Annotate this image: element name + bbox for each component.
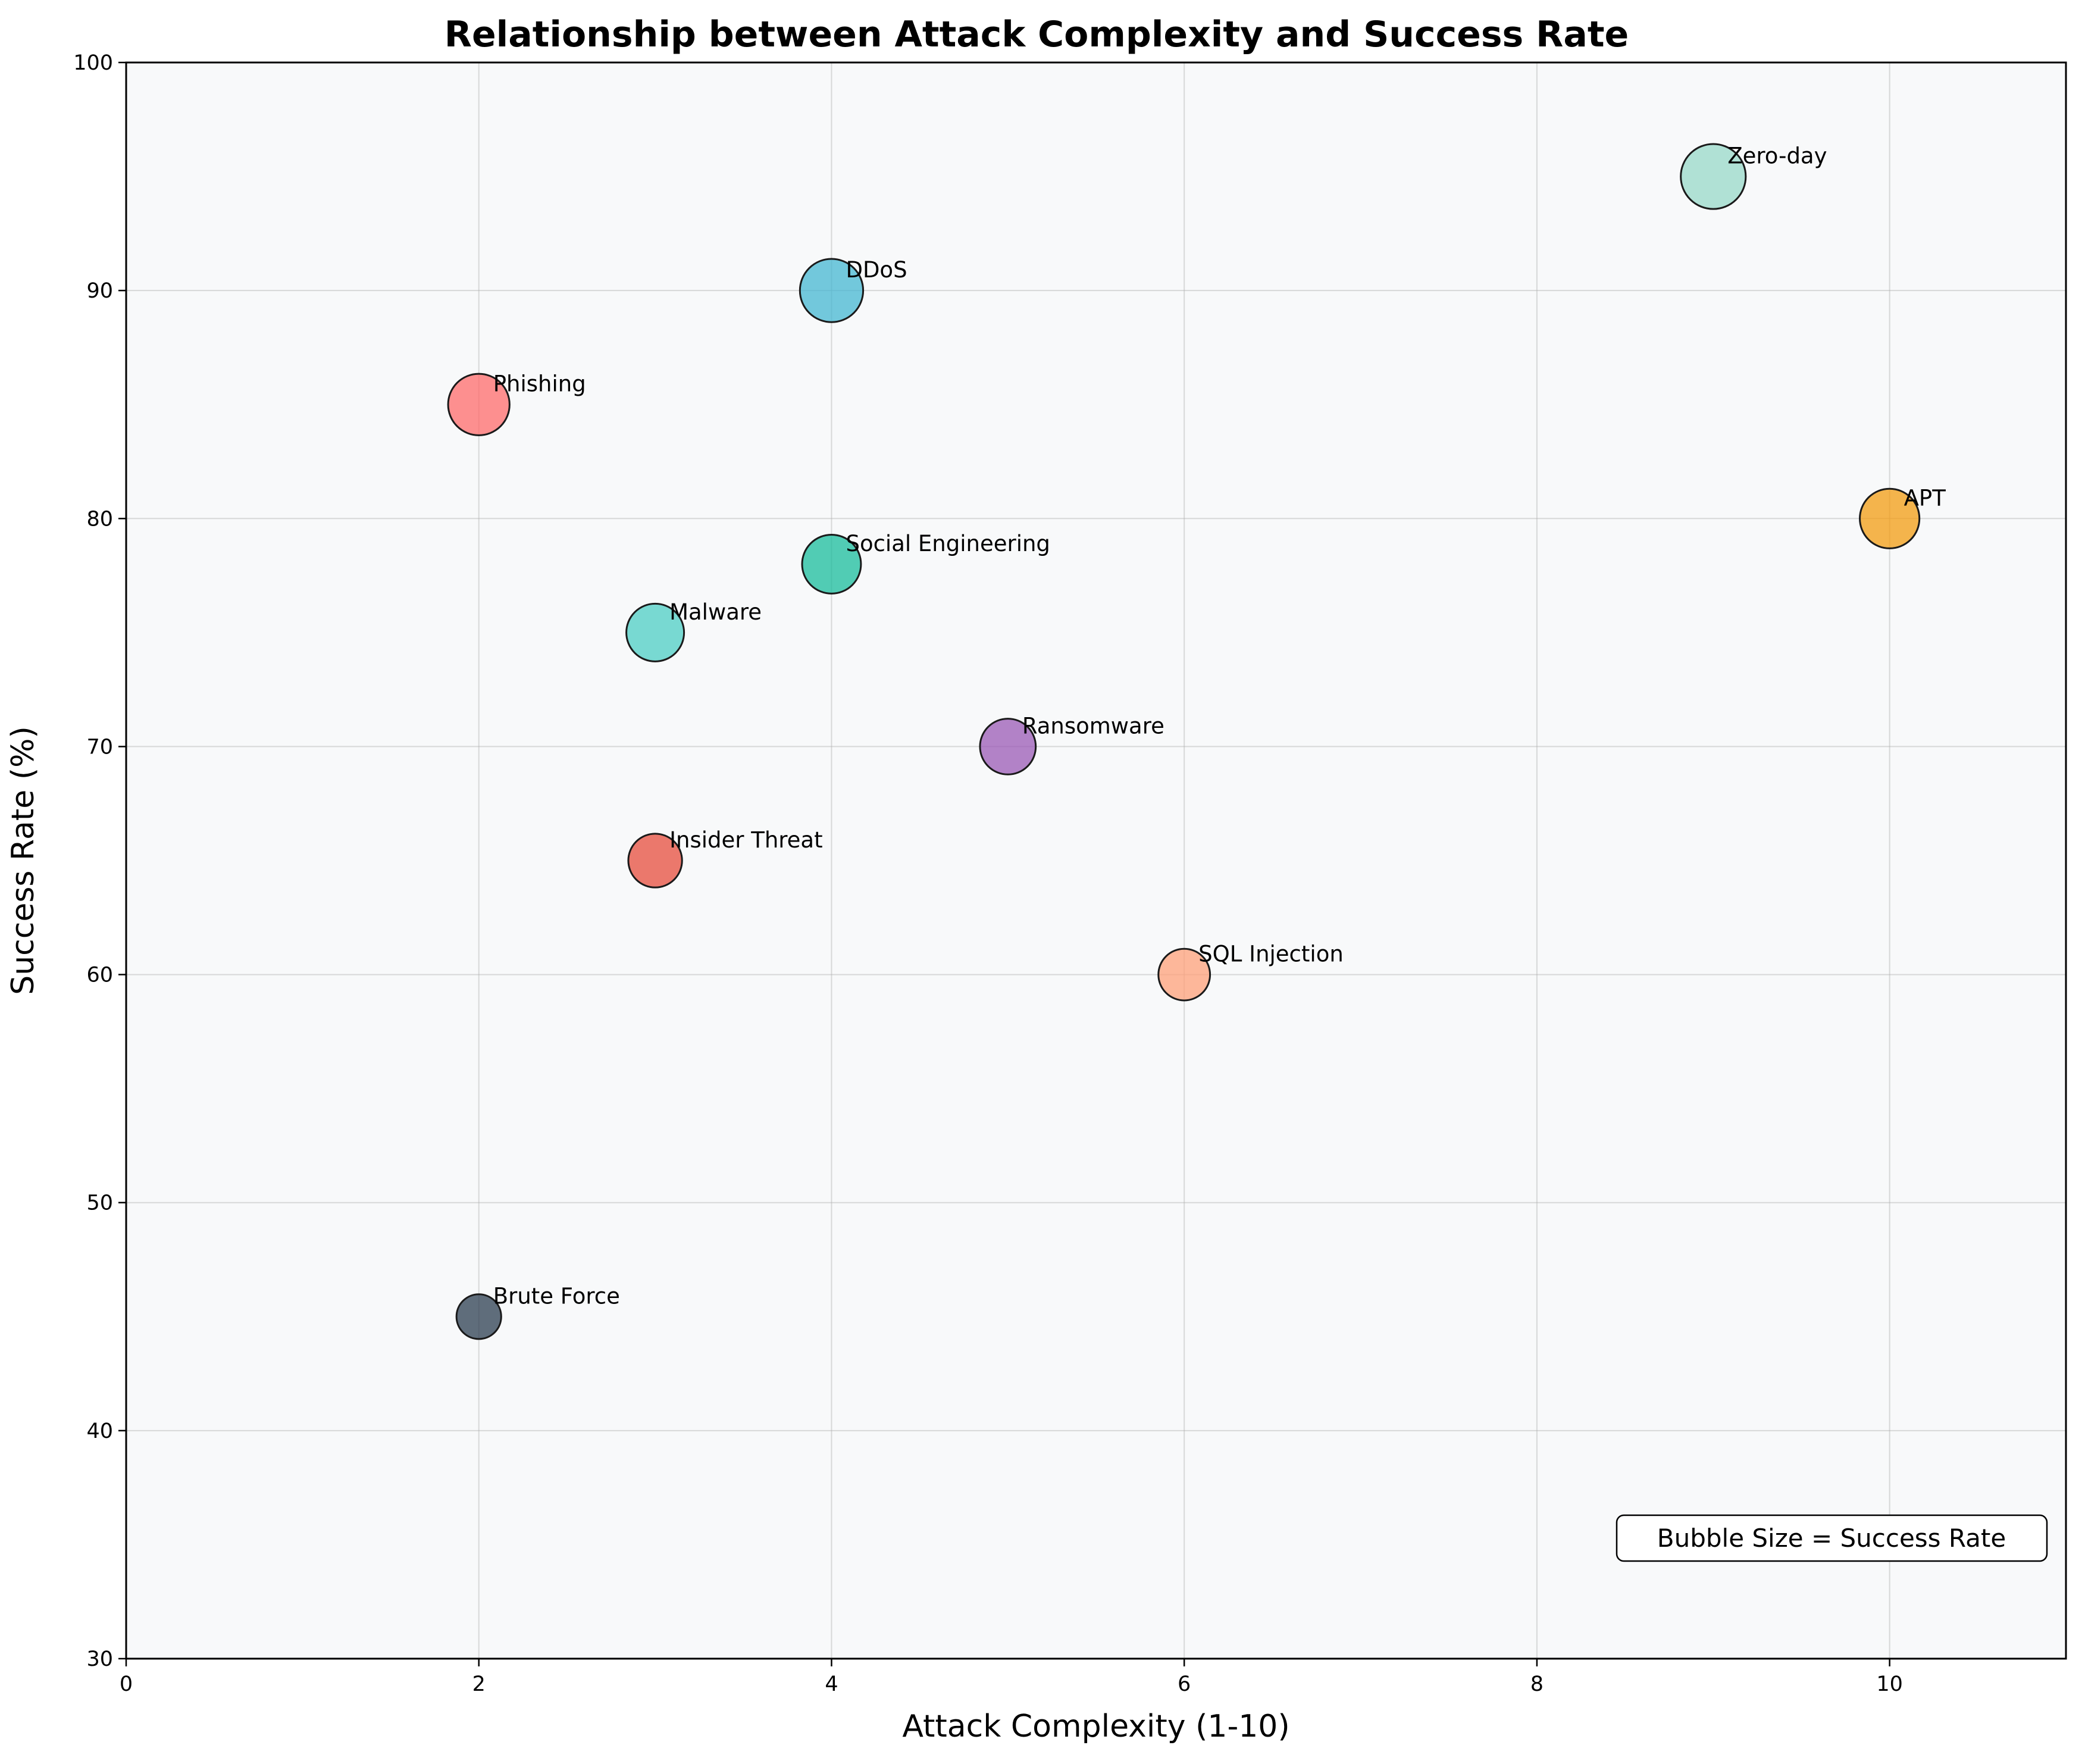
bubble-point	[447, 373, 511, 436]
bubble-label: Zero-day	[1727, 143, 1827, 169]
bubbles	[447, 143, 1921, 1340]
y-axis-label: Success Rate (%)	[5, 726, 41, 995]
y-tick-label: 60	[86, 964, 113, 987]
legend-note-text: Bubble Size = Success Rate	[1657, 1524, 2006, 1553]
x-tick-label: 8	[1530, 1672, 1544, 1696]
bubble-point	[455, 1293, 502, 1340]
bubble-label: SQL Injection	[1198, 942, 1344, 967]
bubble-label: Brute Force	[493, 1283, 620, 1309]
plot-frame	[125, 61, 2067, 1660]
x-tick-label: 0	[120, 1672, 133, 1696]
bubble-point	[1680, 143, 1747, 210]
y-tick-label: 40	[86, 1419, 113, 1443]
x-tick-label: 10	[1876, 1672, 1903, 1696]
bubble-point	[799, 258, 865, 323]
bubble-label: APT	[1904, 485, 1946, 511]
bubble-label: Malware	[669, 599, 762, 625]
y-tick-label: 30	[86, 1647, 113, 1671]
bubble-point	[627, 833, 683, 889]
axis-ticks: 0 2 4 6 8 10 30 40 50 60 70 80 90 100	[73, 51, 1903, 1696]
y-tick-label: 80	[86, 507, 113, 531]
y-tick-label: 70	[86, 735, 113, 759]
bubble-label: Phishing	[493, 371, 586, 397]
y-tick-label: 50	[86, 1191, 113, 1215]
bubble-point	[1157, 947, 1211, 1002]
bubble-label: Ransomware	[1022, 713, 1164, 739]
bubble-point	[1859, 487, 1921, 549]
y-tick-label: 90	[86, 279, 113, 303]
x-tick-label: 2	[472, 1672, 486, 1696]
bubble-label: Insider Threat	[669, 827, 823, 853]
legend-note: Bubble Size = Success Rate	[1616, 1514, 2048, 1562]
bubble-labels: Phishing Malware DDoS SQL Injection Zero-day…	[493, 143, 1946, 1309]
chart-title: Relationship between Attack Complexity a…	[444, 14, 1629, 55]
bubble-label: Social Engineering	[846, 531, 1050, 556]
x-tick-label: 6	[1178, 1672, 1191, 1696]
bubble-label: DDoS	[846, 257, 907, 283]
bubble-point	[625, 602, 685, 662]
x-axis-label: Attack Complexity (1-10)	[902, 1709, 1289, 1744]
legend-note-box	[1616, 1514, 2048, 1562]
plot-area	[126, 62, 2066, 1659]
bubble-point	[979, 718, 1037, 775]
y-tick-label: 100	[73, 51, 113, 75]
x-tick-label: 4	[825, 1672, 838, 1696]
bubble-point	[801, 533, 862, 595]
